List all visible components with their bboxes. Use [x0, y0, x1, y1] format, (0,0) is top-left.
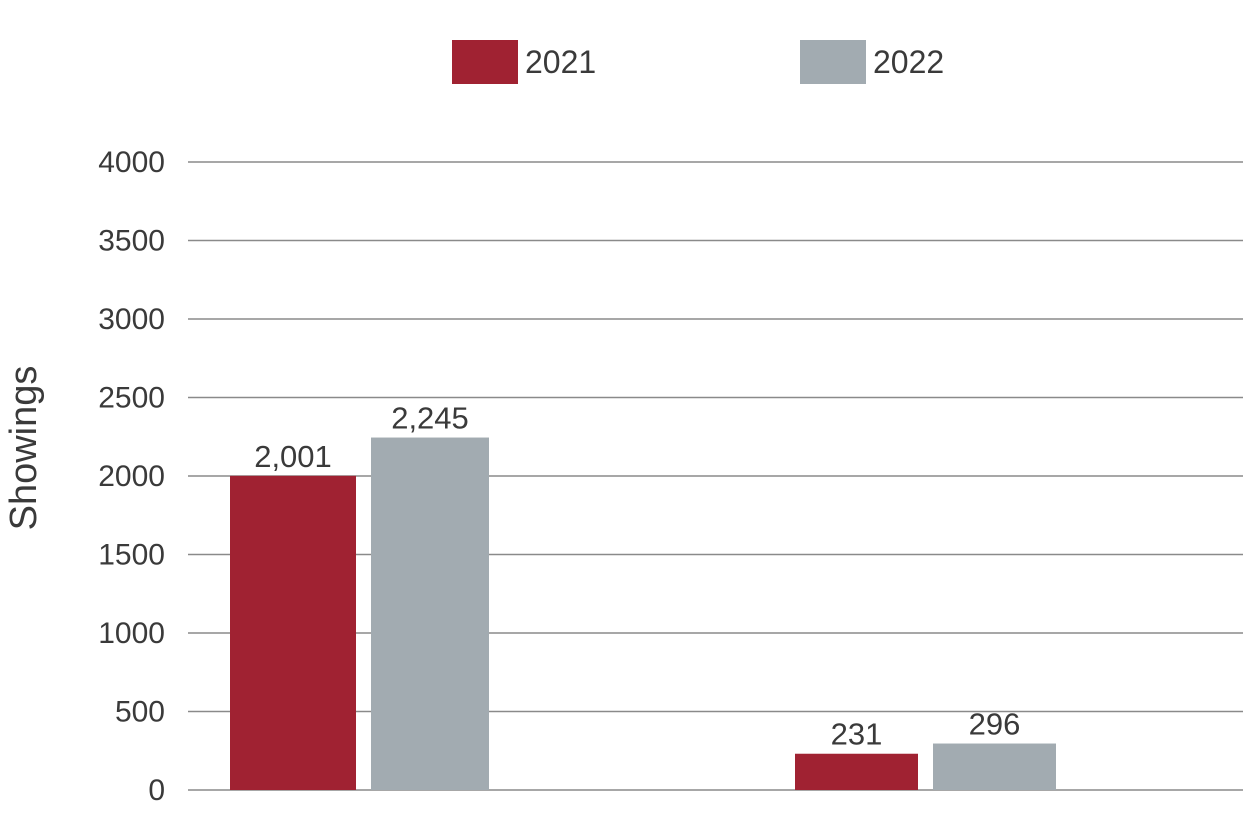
y-axis-tick-labels: 0 500 1000 1500 2000 2500 3000 3500 4000: [98, 146, 165, 807]
bar-2021-1: [230, 475, 356, 790]
y-tick-label-2000: 2000: [98, 460, 165, 493]
bars: [230, 437, 1056, 790]
y-tick-label-1000: 1000: [98, 617, 165, 650]
bar-2022-1: [371, 437, 489, 790]
y-tick-label-4000: 4000: [98, 146, 165, 179]
gridlines: [188, 161, 1243, 791]
legend-label-2022: 2022: [873, 44, 944, 80]
y-tick-label-3500: 3500: [98, 225, 165, 258]
data-labels: 2,001 231 2,245 296: [254, 401, 1020, 752]
data-label-2022-1: 2,245: [391, 401, 469, 436]
y-axis-title: Showings: [3, 366, 45, 531]
y-tick-label-2500: 2500: [98, 382, 165, 415]
data-label-2021-2: 231: [831, 717, 883, 752]
legend-swatch-2021: [452, 40, 518, 84]
legend-label-2021: 2021: [525, 44, 596, 80]
bar-2021-2: [795, 753, 918, 790]
y-tick-label-500: 500: [115, 696, 165, 729]
legend: 2021 2022: [452, 40, 944, 84]
bar-2022-2: [933, 743, 1056, 790]
y-tick-label-1500: 1500: [98, 539, 165, 572]
data-label-2021-1: 2,001: [254, 439, 332, 474]
y-tick-label-0: 0: [148, 774, 165, 807]
data-label-2022-2: 296: [969, 707, 1021, 742]
legend-swatch-2022: [800, 40, 866, 84]
y-tick-label-3000: 3000: [98, 303, 165, 336]
